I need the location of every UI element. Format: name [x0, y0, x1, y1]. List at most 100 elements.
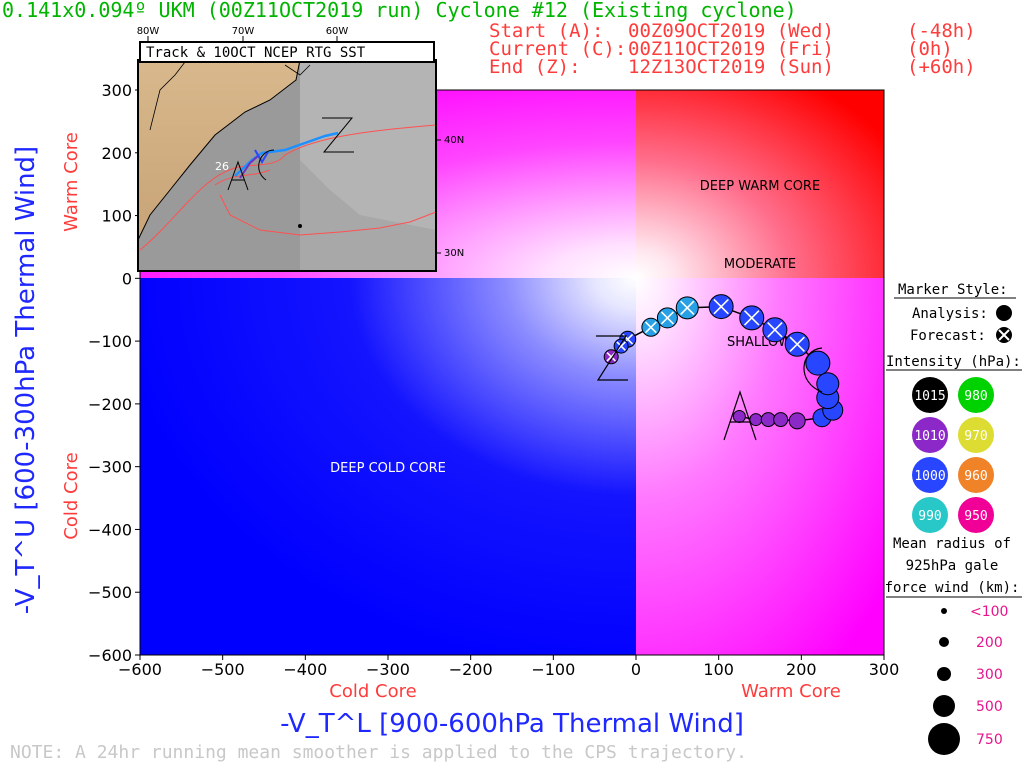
legend-marker-style: Marker Style:: [898, 282, 1008, 298]
analysis-point: [749, 413, 763, 427]
region-deep-cold-core: DEEP COLD CORE: [330, 461, 446, 476]
radius-label-200: 200: [976, 635, 1003, 651]
radius-marker-100: [941, 608, 947, 614]
inset-title: Track & 10OCT NCEP RTG SST: [146, 45, 366, 61]
start-label: Start (A):: [489, 20, 604, 42]
forecast-x-mark: [743, 310, 760, 326]
y-tick-label: 0: [122, 269, 132, 288]
x-tick-label: −600: [118, 660, 162, 679]
forecast-x-mark: [713, 298, 729, 315]
x-tick-label: −500: [201, 660, 245, 679]
legend-analysis-marker: [996, 305, 1012, 321]
quadrant-cold-core: [140, 278, 636, 655]
chart-title: 0.141x0.094º UKM (00Z11OCT2019 run) Cycl…: [2, 0, 797, 22]
forecast-x-mark: [660, 311, 674, 325]
intensity-swatch: [912, 457, 948, 493]
end-offset: (+60h): [907, 56, 976, 78]
intensity-label: 950: [964, 509, 987, 524]
forecast-x-mark: [789, 336, 805, 353]
legend: Marker Style: Analysis: Forecast: Intens…: [885, 282, 1022, 755]
x-tick-label: 0: [631, 660, 641, 679]
radius-label-750: 750: [976, 732, 1003, 748]
legend-radius-title-1: Mean radius of: [893, 536, 1011, 552]
x-axis-title: -V_T^L [900-600hPa Thermal Wind]: [280, 709, 744, 739]
inset-sst-26-contour: [139, 124, 437, 251]
x-tick-label: −300: [366, 660, 410, 679]
x-tick-label: −100: [531, 660, 575, 679]
label-start-A: [723, 390, 757, 441]
radius-marker-750: [928, 723, 960, 755]
forecast-x-mark: [644, 321, 657, 334]
quadrant-shallow-warm: [636, 278, 884, 655]
legend-analysis: Analysis:: [912, 306, 988, 322]
inset-map: 26 Track & 10OCT NCEP RTG SST 80W 70W 60…: [137, 26, 464, 272]
analysis-point: [732, 409, 746, 423]
x-tick-label: −400: [283, 660, 327, 679]
x-tick-label: 200: [786, 660, 817, 679]
x-tick-label: 100: [703, 660, 734, 679]
radius-marker-500: [933, 695, 955, 717]
forecast-x-mark: [680, 300, 695, 316]
current-offset: (0h): [907, 38, 953, 60]
footnote: NOTE: A 24hr running mean smoother is ap…: [10, 742, 747, 763]
x-cold-label: Cold Core: [329, 681, 416, 702]
inset-lon-60w: 60W: [326, 26, 349, 37]
y-tick-label: −500: [88, 583, 132, 602]
y-cold-label: Cold Core: [61, 452, 82, 539]
inset-lon-70w: 70W: [232, 26, 255, 37]
inset-lon-80w: 80W: [137, 26, 160, 37]
radius-marker-200: [939, 637, 949, 647]
start-value: 00Z09OCT2019 (Wed): [628, 20, 834, 42]
analysis-point: [773, 412, 789, 428]
inset-lat-40n: 40N: [444, 135, 464, 146]
y-tick-label: 300: [101, 81, 132, 100]
intensity-swatch: [912, 417, 948, 453]
radius-marker-300: [937, 667, 951, 681]
current-label: Current (C):: [489, 38, 627, 60]
end-label: End (Z):: [489, 56, 581, 78]
quadrant-warm-core: [636, 90, 884, 278]
radius-label-300: 300: [976, 667, 1003, 683]
inset-lat-30n: 30N: [444, 248, 464, 259]
inset-title-box: [139, 41, 435, 63]
legend-intensity-title: Intensity (hPa):: [886, 354, 1021, 370]
x-tick-label: −200: [449, 660, 493, 679]
intensity-label: 960: [964, 469, 987, 484]
start-offset: (-48h): [907, 20, 976, 42]
analysis-point: [816, 372, 840, 396]
intensity-label: 1000: [914, 469, 945, 484]
y-warm-label: Warm Core: [61, 132, 82, 232]
radius-label-500: 500: [976, 699, 1003, 715]
current-value: 00Z11OCT2019 (Fri): [628, 38, 834, 60]
inset-sst-label: 26: [215, 160, 229, 173]
y-tick-label: 200: [101, 144, 132, 163]
intensity-swatch: [958, 377, 994, 413]
x-tick-label: 300: [869, 660, 900, 679]
region-moderate: MODERATE: [724, 257, 796, 272]
label-end-Z: [596, 335, 628, 381]
plot-frame: [139, 89, 885, 656]
intensity-swatch: [912, 377, 948, 413]
y-tick-label: −600: [88, 646, 132, 665]
analysis-point: [805, 350, 831, 376]
intensity-label: 980: [964, 389, 987, 404]
region-deep-warm-core: DEEP WARM CORE: [700, 179, 820, 194]
legend-forecast: Forecast:: [910, 328, 986, 344]
x-warm-label: Warm Core: [741, 681, 841, 702]
intensity-swatch: [958, 457, 994, 493]
analysis-point: [788, 412, 806, 430]
legend-forecast-marker: [996, 327, 1012, 343]
y-tick-label: −400: [88, 520, 132, 539]
intensity-label: 1010: [914, 429, 945, 444]
y-tick-label: −200: [88, 395, 132, 414]
intensity-swatch: [958, 497, 994, 533]
y-tick-label: 100: [101, 207, 132, 226]
radius-label-100: <100: [970, 604, 1008, 620]
legend-radius-title-3: force wind (km):: [885, 580, 1020, 596]
current-arc: [803, 347, 823, 393]
y-tick-label: −300: [88, 458, 132, 477]
intensity-label: 990: [918, 509, 941, 524]
end-value: 12Z13OCT2019 (Sun): [628, 56, 834, 78]
y-tick-label: −100: [88, 332, 132, 351]
